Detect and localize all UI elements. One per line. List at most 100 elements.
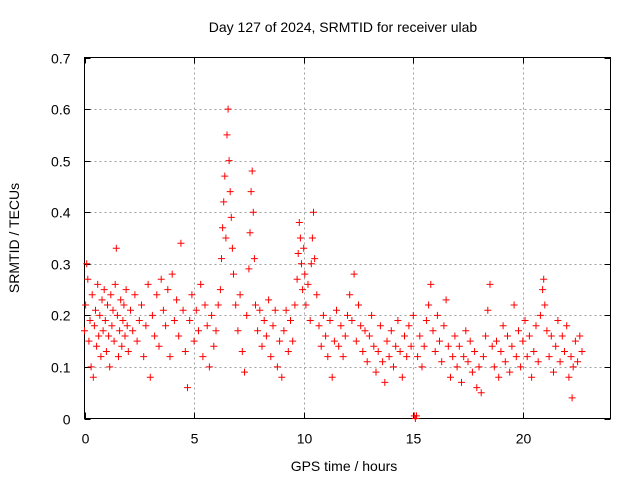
data-point <box>385 353 393 361</box>
data-point <box>247 188 255 196</box>
data-point <box>473 384 481 392</box>
data-point <box>359 348 367 355</box>
data-point <box>105 332 113 340</box>
data-point <box>162 322 170 330</box>
data-point <box>401 332 408 340</box>
data-point <box>223 131 231 139</box>
data-point <box>416 332 424 340</box>
data-point <box>87 363 95 371</box>
y-tick-label: 0.1 <box>51 360 71 376</box>
data-point <box>227 213 235 221</box>
data-point <box>477 389 485 397</box>
data-point <box>201 301 209 309</box>
data-point <box>236 291 244 299</box>
y-tick-label: 0.5 <box>51 154 71 170</box>
data-point <box>166 353 174 361</box>
data-point <box>113 311 121 319</box>
data-point <box>155 342 163 350</box>
data-point <box>387 327 395 335</box>
data-point <box>414 353 422 361</box>
data-point <box>262 332 270 340</box>
data-point <box>88 291 96 299</box>
data-point <box>501 358 509 366</box>
data-point <box>335 342 343 350</box>
data-point <box>330 337 338 345</box>
data-point <box>488 342 496 350</box>
plot-area-border <box>84 57 611 419</box>
data-point <box>563 322 571 330</box>
data-point <box>265 296 273 304</box>
data-point <box>310 208 317 216</box>
data-point <box>567 353 575 361</box>
data-point <box>413 412 420 420</box>
data-point <box>512 353 520 361</box>
data-point <box>94 280 102 288</box>
data-point <box>108 322 116 330</box>
data-point <box>258 342 266 350</box>
data-point <box>243 311 251 319</box>
data-point <box>324 353 332 361</box>
data-point <box>133 337 141 345</box>
data-point <box>248 167 256 175</box>
data-point <box>112 244 120 252</box>
data-point <box>93 342 101 350</box>
data-point <box>92 306 99 314</box>
data-point <box>293 275 301 283</box>
data-point <box>222 234 230 242</box>
data-point <box>164 286 172 294</box>
data-point <box>383 337 391 345</box>
data-point <box>118 342 126 350</box>
data-point <box>484 306 492 314</box>
x-tick-labels: 0 5 10 15 20 <box>82 431 532 447</box>
x-axis-label: GPS time / hours <box>291 458 398 474</box>
data-point <box>121 332 129 340</box>
data-point <box>151 332 159 340</box>
data-point <box>228 244 236 252</box>
data-point <box>129 327 137 335</box>
data-point <box>440 322 448 330</box>
data-point <box>374 348 382 355</box>
data-point <box>89 373 97 381</box>
data-point <box>95 332 103 340</box>
data-point <box>534 358 542 366</box>
data-point <box>175 332 183 340</box>
data-point <box>429 327 437 335</box>
data-point <box>294 250 302 257</box>
data-point <box>341 332 349 340</box>
data-point <box>199 353 207 361</box>
data-point <box>322 332 330 340</box>
data-point <box>104 301 111 309</box>
data-point <box>468 368 476 376</box>
data-point <box>195 327 202 335</box>
data-point <box>523 353 531 361</box>
data-point <box>97 353 105 361</box>
data-point <box>86 317 94 324</box>
data-point <box>256 306 264 314</box>
data-point <box>107 291 115 299</box>
data-point <box>508 342 516 350</box>
data-point <box>210 342 218 350</box>
data-point <box>372 368 380 376</box>
data-point <box>220 198 228 206</box>
data-point <box>123 322 131 330</box>
data-point <box>157 275 165 283</box>
y-tick-labels: 0 0.1 0.2 0.3 0.4 0.5 0.6 0.7 <box>51 51 71 428</box>
data-point <box>219 224 227 232</box>
data-point <box>306 317 314 324</box>
data-point <box>497 348 505 355</box>
data-point <box>170 317 178 324</box>
data-point <box>365 332 373 340</box>
data-point <box>475 363 483 371</box>
data-point <box>221 172 229 180</box>
data-point <box>146 373 154 381</box>
data-point <box>495 373 503 381</box>
data-point <box>543 327 551 335</box>
y-tick-label: 0.2 <box>51 308 71 324</box>
data-point <box>214 301 222 309</box>
data-point <box>568 394 576 402</box>
data-point <box>493 337 500 345</box>
data-point <box>486 280 494 288</box>
data-point <box>190 337 198 345</box>
data-point <box>101 317 109 324</box>
